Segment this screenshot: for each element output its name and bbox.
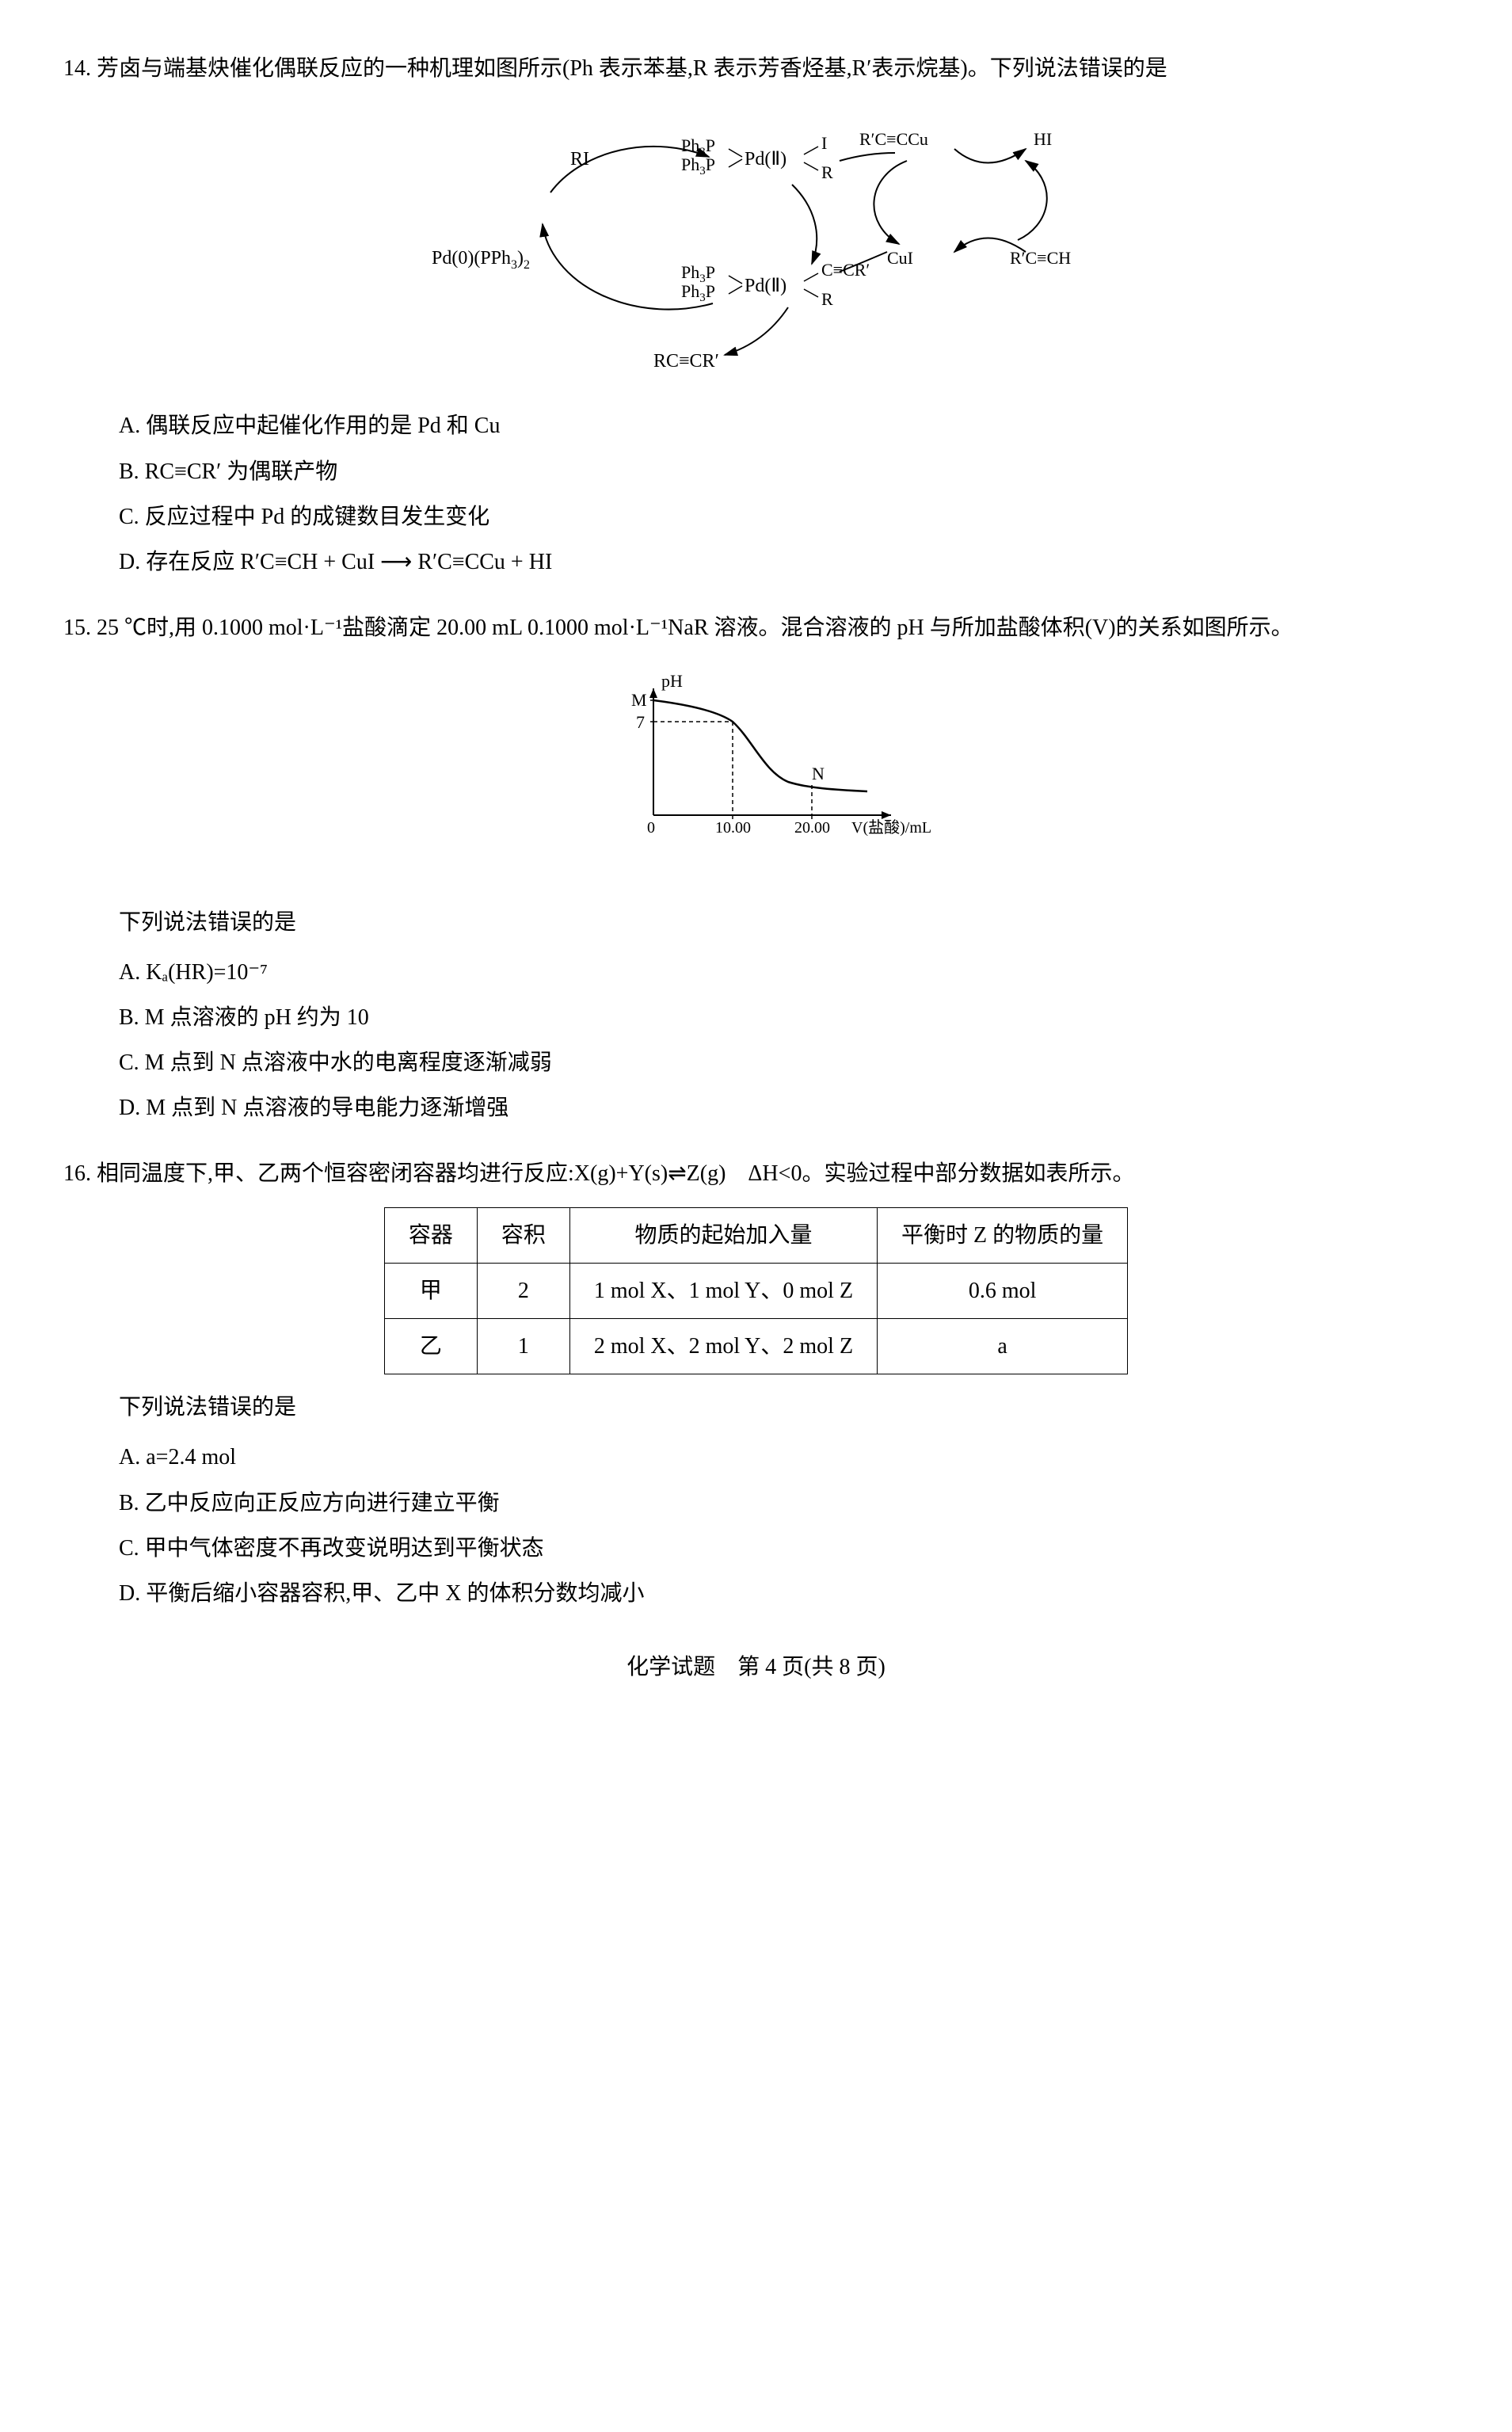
bot-complex-r2: R: [821, 289, 833, 309]
m-label: M: [631, 690, 647, 710]
xlabel: V(盐酸)/mL: [851, 818, 931, 837]
table-header-row: 容器 容积 物质的起始加入量 平衡时 Z 的物质的量: [384, 1207, 1127, 1263]
q14-opt-a: A. 偶联反应中起催化作用的是 Pd 和 Cu: [119, 405, 1449, 447]
page-footer: 化学试题 第 4 页(共 8 页): [63, 1646, 1449, 1688]
xtick1: 10.00: [715, 819, 751, 837]
q15-opt-b: B. M 点溶液的 pH 约为 10: [119, 997, 1449, 1039]
xtick2: 20.00: [794, 819, 830, 837]
pd0-label: Pd(0)(PPh3)2: [432, 248, 530, 272]
th-2: 物质的起始加入量: [569, 1207, 877, 1263]
top-complex-r1: I: [821, 133, 827, 153]
q16-below: 下列说法错误的是: [63, 1386, 1449, 1428]
q16-table: 容器 容积 物质的起始加入量 平衡时 Z 的物质的量 甲 2 1 mol X、1…: [384, 1207, 1128, 1375]
top-complex-l2: Ph3P: [681, 154, 715, 177]
n-label: N: [812, 764, 825, 783]
question-14: 14. 芳卤与端基炔催化偶联反应的一种机理如图所示(Ph 表示苯基,R 表示芳香…: [63, 48, 1449, 583]
th-1: 容积: [477, 1207, 569, 1263]
q16-opt-a: A. a=2.4 mol: [119, 1436, 1449, 1478]
q16-stem: 16. 相同温度下,甲、乙两个恒容密闭容器均进行反应:X(g)+Y(s)⇌Z(g…: [63, 1153, 1449, 1195]
q14-diagram: RI Pd(0)(PPh3)2 Ph3P Ph3P Pd(Ⅱ) I R Ph3P…: [63, 105, 1449, 389]
q15-opt-a: A. Kₐ(HR)=10⁻⁷: [119, 951, 1449, 993]
bot-complex-l2: Ph3P: [681, 281, 715, 304]
q16-number: 16.: [63, 1161, 91, 1186]
xtick0: 0: [647, 819, 655, 837]
question-16: 16. 相同温度下,甲、乙两个恒容密闭容器均进行反应:X(g)+Y(s)⇌Z(g…: [63, 1153, 1449, 1614]
rc-bot-left: CuI: [887, 248, 913, 268]
ri-label: RI: [570, 149, 589, 170]
q15-options: A. Kₐ(HR)=10⁻⁷ B. M 点溶液的 pH 约为 10 C. M 点…: [63, 951, 1449, 1130]
q14-text: 芳卤与端基炔催化偶联反应的一种机理如图所示(Ph 表示苯基,R 表示芳香烃基,R…: [97, 56, 1167, 81]
table-row: 甲 2 1 mol X、1 mol Y、0 mol Z 0.6 mol: [384, 1263, 1127, 1318]
q15-number: 15.: [63, 616, 91, 640]
q14-opt-c: C. 反应过程中 Pd 的成键数目发生变化: [119, 496, 1449, 538]
top-complex-center: Pd(Ⅱ): [745, 149, 786, 170]
q16-opt-b: B. 乙中反应向正反应方向进行建立平衡: [119, 1482, 1449, 1524]
td-1-2: 2 mol X、2 mol Y、2 mol Z: [569, 1319, 877, 1374]
q14-options: A. 偶联反应中起催化作用的是 Pd 和 Cu B. RC≡CR′ 为偶联产物 …: [63, 405, 1449, 583]
top-complex-r2: R: [821, 162, 833, 182]
q15-stem: 15. 25 ℃时,用 0.1000 mol·L⁻¹盐酸滴定 20.00 mL …: [63, 607, 1449, 649]
q14-stem: 14. 芳卤与端基炔催化偶联反应的一种机理如图所示(Ph 表示苯基,R 表示芳香…: [63, 48, 1449, 90]
rc-top-left: R′C≡CCu: [859, 129, 928, 149]
td-0-0: 甲: [384, 1263, 477, 1318]
q16-opt-d: D. 平衡后缩小容器容积,甲、乙中 X 的体积分数均减小: [119, 1572, 1449, 1614]
q14-number: 14.: [63, 56, 91, 81]
rc-top-right: HI: [1034, 129, 1052, 149]
q16-opt-c: C. 甲中气体密度不再改变说明达到平衡状态: [119, 1527, 1449, 1569]
bottom-product: RC≡CR′: [653, 351, 719, 372]
q15-chart: pH M 7 N 0 10.00 20.00: [63, 665, 1449, 885]
q16-text: 相同温度下,甲、乙两个恒容密闭容器均进行反应:X(g)+Y(s)⇌Z(g) ΔH…: [97, 1161, 1134, 1186]
td-1-1: 1: [477, 1319, 569, 1374]
q16-options: A. a=2.4 mol B. 乙中反应向正反应方向进行建立平衡 C. 甲中气体…: [63, 1436, 1449, 1614]
td-1-0: 乙: [384, 1319, 477, 1374]
td-0-1: 2: [477, 1263, 569, 1318]
q15-below: 下列说法错误的是: [63, 902, 1449, 943]
q15-opt-c: C. M 点到 N 点溶液中水的电离程度逐渐减弱: [119, 1042, 1449, 1084]
td-0-3: 0.6 mol: [878, 1263, 1128, 1318]
bot-complex-center: Pd(Ⅱ): [745, 276, 786, 296]
q14-opt-d: D. 存在反应 R′C≡CH + CuI ⟶ R′C≡CCu + HI: [119, 541, 1449, 583]
th-3: 平衡时 Z 的物质的量: [878, 1207, 1128, 1263]
q14-opt-b: B. RC≡CR′ 为偶联产物: [119, 451, 1449, 493]
table-row: 乙 1 2 mol X、2 mol Y、2 mol Z a: [384, 1319, 1127, 1374]
ylabel: pH: [661, 671, 683, 691]
question-15: 15. 25 ℃时,用 0.1000 mol·L⁻¹盐酸滴定 20.00 mL …: [63, 607, 1449, 1129]
th-0: 容器: [384, 1207, 477, 1263]
td-1-3: a: [878, 1319, 1128, 1374]
ph-curve: [653, 700, 867, 791]
ytick7: 7: [636, 712, 645, 732]
q15-text: 25 ℃时,用 0.1000 mol·L⁻¹盐酸滴定 20.00 mL 0.10…: [97, 616, 1293, 640]
mechanism-svg: RI Pd(0)(PPh3)2 Ph3P Ph3P Pd(Ⅱ) I R Ph3P…: [400, 105, 1113, 375]
q15-opt-d: D. M 点到 N 点溶液的导电能力逐渐增强: [119, 1087, 1449, 1129]
ph-curve-svg: pH M 7 N 0 10.00 20.00: [558, 665, 954, 871]
rc-bot-right: R′C≡CH: [1010, 248, 1071, 268]
td-0-2: 1 mol X、1 mol Y、0 mol Z: [569, 1263, 877, 1318]
